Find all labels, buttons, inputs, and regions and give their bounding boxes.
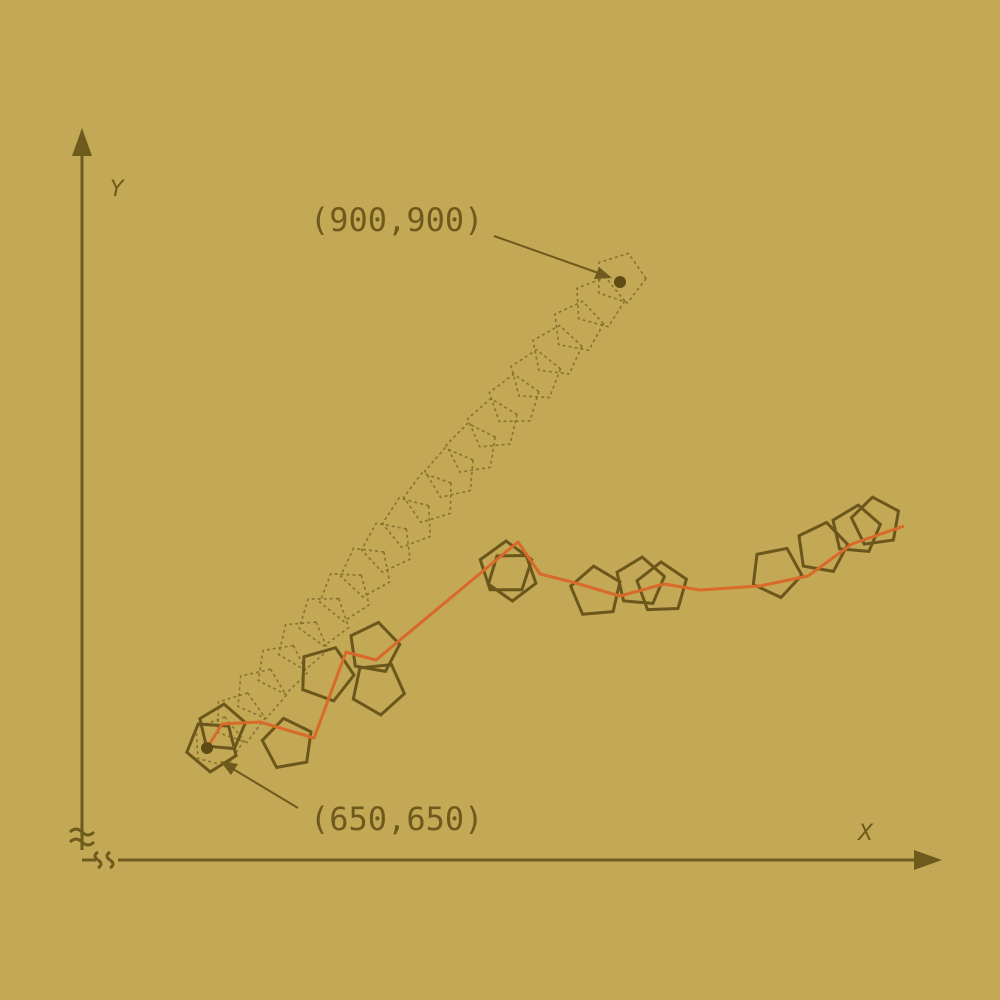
pentagon-marker	[831, 503, 883, 553]
axes: Y X	[68, 128, 942, 870]
pentagon-marker	[615, 555, 667, 605]
pentagon-marker	[349, 620, 402, 674]
ghost-pentagon	[466, 397, 518, 448]
pentagon-marker	[185, 722, 238, 774]
y-axis-label: Y	[110, 177, 125, 202]
pentagon-marker	[301, 645, 356, 703]
ghost-pentagon-trail	[195, 252, 647, 768]
pentagon-marker	[351, 662, 407, 717]
end-label-leader	[493, 235, 612, 279]
ghost-pentagon	[510, 348, 562, 399]
pentagon-marker	[849, 495, 901, 546]
start-point-marker	[201, 742, 213, 754]
x-axis-break-icon	[93, 850, 115, 870]
y-axis-arrow	[72, 128, 92, 156]
ghost-pentagon	[488, 373, 540, 423]
ghost-pentagon	[597, 252, 647, 304]
ghost-pentagon	[339, 547, 391, 598]
ghost-pentagon	[257, 644, 309, 696]
ghost-pentagon	[217, 692, 267, 744]
start-coordinate-label: (650,650)	[310, 800, 483, 838]
ghost-pentagon	[298, 597, 350, 647]
x-axis-label: X	[857, 821, 874, 846]
start-label-leader	[220, 761, 299, 809]
y-axis-break-icon	[68, 827, 96, 847]
ghost-pentagon	[381, 496, 432, 549]
ghost-pentagon	[318, 572, 371, 623]
ghost-pentagon	[532, 324, 583, 375]
ghost-pentagon	[277, 621, 329, 672]
pentagon-marker	[751, 546, 804, 600]
ghost-pentagon	[423, 447, 474, 499]
ghost-pentagon	[360, 522, 411, 574]
ghost-pentagon	[445, 422, 496, 473]
ghost-pentagon	[237, 668, 288, 720]
ghost-pentagon	[554, 300, 605, 352]
x-axis-arrow	[914, 850, 942, 870]
end-point-marker	[614, 276, 626, 288]
ghost-pentagon	[402, 471, 452, 524]
trajectory-line	[205, 524, 905, 749]
pentagon-marker	[260, 716, 313, 770]
actual-pentagon-trail	[185, 495, 901, 774]
pentagon-marker	[198, 702, 248, 751]
ghost-pentagon	[576, 276, 626, 328]
pentagon-marker	[635, 560, 689, 612]
end-coordinate-label: (900,900)	[310, 201, 483, 239]
